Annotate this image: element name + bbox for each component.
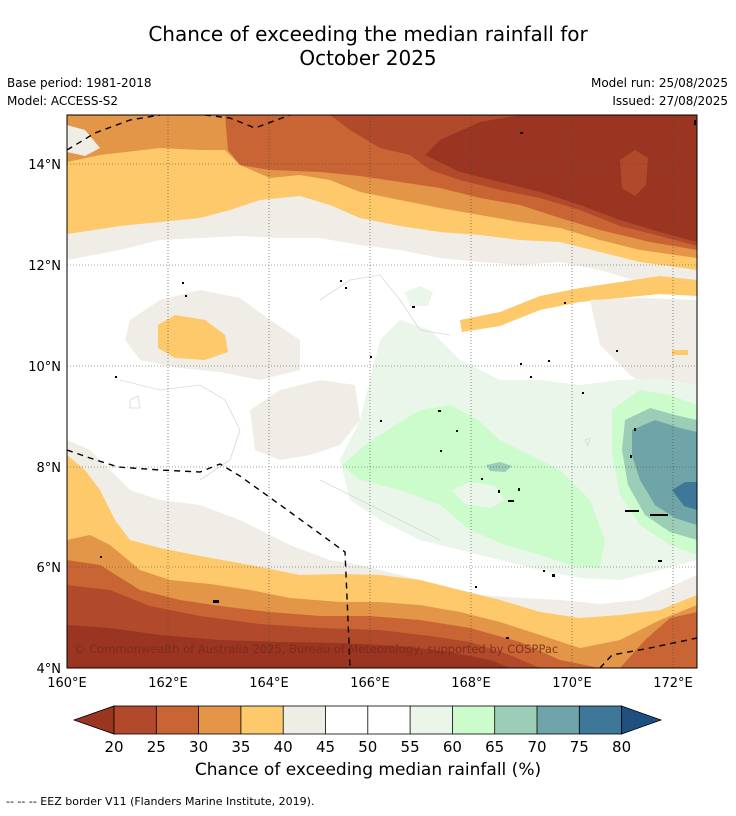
colorbar: 20 25 30 35 40 45 50 55 60 65 70 75 80 bbox=[72, 705, 663, 756]
graticule bbox=[67, 115, 697, 668]
model-name: Model: ACCESS-S2 bbox=[7, 94, 119, 108]
white-hole-in-green bbox=[452, 482, 505, 508]
colorbar-cell-45-50 bbox=[325, 706, 368, 734]
top-band-25-30 bbox=[225, 115, 697, 250]
colorbar-extend-low bbox=[72, 705, 115, 735]
cb-tick-65: 65 bbox=[485, 738, 504, 756]
cb-tick-20: 20 bbox=[104, 738, 123, 756]
lon-tick-labels: 160°E 162°E 164°E 166°E 168°E 170°E 172°… bbox=[47, 676, 693, 691]
bottom-band-20-25 bbox=[67, 585, 540, 668]
top-band-30-35 bbox=[67, 115, 697, 258]
issued-date: Issued: 27/08/2025 bbox=[612, 94, 728, 108]
green-region-65-70 bbox=[622, 408, 697, 540]
top-band-below-20 bbox=[425, 115, 697, 242]
beige-blob-center bbox=[250, 380, 360, 460]
green-spot-65-70 bbox=[486, 462, 512, 472]
lon-tick-168: 168°E bbox=[451, 676, 491, 691]
lat-tick-4: 4°N bbox=[37, 662, 62, 677]
base-period: Base period: 1981-2018 bbox=[7, 76, 152, 90]
colorbar-cell-70-75 bbox=[537, 706, 580, 734]
colorbar-cell-40-45 bbox=[283, 706, 326, 734]
cb-tick-45: 45 bbox=[316, 738, 335, 756]
right-small-orange bbox=[672, 350, 688, 355]
colorbar-cell-20-25 bbox=[114, 706, 157, 734]
cb-tick-80: 80 bbox=[612, 738, 631, 756]
lat-tick-12: 12°N bbox=[28, 259, 61, 274]
lon-tick-160: 160°E bbox=[47, 676, 87, 691]
bottom-band-below-20 bbox=[67, 625, 510, 668]
colorbar-extend-high bbox=[621, 705, 663, 735]
bottom-band-35-40 bbox=[67, 455, 697, 668]
lat-tick-14: 14°N bbox=[28, 158, 61, 173]
top-spot-20-25 bbox=[620, 150, 648, 196]
eez-borders bbox=[67, 115, 697, 668]
colorbar-cell-60-65 bbox=[452, 706, 495, 734]
lon-tick-170: 170°E bbox=[552, 676, 592, 691]
lat-tick-6: 6°N bbox=[37, 561, 62, 576]
map-area: © Commonwealth of Australia 2025, Bureau… bbox=[67, 115, 697, 668]
cb-tick-60: 60 bbox=[443, 738, 462, 756]
colorbar-cell-55-60 bbox=[410, 706, 453, 734]
cb-tick-25: 25 bbox=[147, 738, 166, 756]
cb-tick-50: 50 bbox=[358, 738, 377, 756]
title-line-2: October 2025 bbox=[299, 46, 437, 70]
top-band-20-25 bbox=[330, 115, 697, 246]
meta-right: Model run: 25/08/2025 Issued: 27/08/2025 bbox=[591, 74, 728, 110]
lon-tick-172: 172°E bbox=[653, 676, 693, 691]
eez-footnote: -- -- -- EEZ border V11 (Flanders Marine… bbox=[6, 795, 315, 808]
map-frame bbox=[66, 114, 698, 669]
white-area-contours bbox=[119, 274, 591, 541]
right-tongue-35-40 bbox=[460, 276, 697, 332]
bottom-band-30-35 bbox=[67, 535, 697, 668]
colorbar-label: Chance of exceeding median rainfall (%) bbox=[194, 760, 542, 780]
lat-tick-10: 10°N bbox=[28, 360, 61, 375]
bottom-band-40-45 bbox=[67, 440, 697, 668]
bottom-right-25-30 bbox=[620, 612, 697, 668]
colorbar-cell-30-35 bbox=[198, 706, 241, 734]
cb-tick-75: 75 bbox=[570, 738, 589, 756]
bg-white-region bbox=[67, 115, 697, 668]
colorbar-cell-65-70 bbox=[494, 706, 537, 734]
green-region-55-60 bbox=[340, 320, 697, 580]
lon-tick-164: 164°E bbox=[249, 676, 289, 691]
cb-tick-40: 40 bbox=[274, 738, 293, 756]
lat-tick-labels: 14°N 12°N 10°N 8°N 6°N 4°N bbox=[28, 158, 61, 677]
lon-tick-166: 166°E bbox=[350, 676, 390, 691]
lon-tick-162: 162°E bbox=[148, 676, 188, 691]
blue-region-75-80 bbox=[672, 482, 697, 510]
teal-region-70-75 bbox=[632, 420, 697, 525]
cb-tick-30: 30 bbox=[189, 738, 208, 756]
right-beige-strip bbox=[590, 298, 697, 410]
cb-tick-70: 70 bbox=[527, 738, 546, 756]
beige-blob-west bbox=[125, 290, 300, 380]
green-region-60-65 bbox=[342, 405, 605, 568]
cb-tick-35: 35 bbox=[231, 738, 250, 756]
top-band-35-40 bbox=[67, 115, 697, 270]
bottom-band-25-30 bbox=[67, 560, 600, 668]
colorbar-cell-75-80 bbox=[579, 706, 622, 734]
colorbar-cell-25-30 bbox=[156, 706, 199, 734]
lat-tick-8: 8°N bbox=[37, 461, 62, 476]
cb-tick-55: 55 bbox=[401, 738, 420, 756]
islands bbox=[100, 120, 696, 639]
map-title: Chance of exceeding the median rainfall … bbox=[0, 22, 736, 70]
top-band-40-45 bbox=[67, 115, 697, 290]
green-right-60-65 bbox=[612, 390, 697, 555]
model-run: Model run: 25/08/2025 bbox=[590, 76, 728, 90]
copyright-notice: © Commonwealth of Australia 2025, Bureau… bbox=[74, 642, 558, 656]
title-line-1: Chance of exceeding the median rainfall … bbox=[148, 22, 588, 46]
top-left-white-patch bbox=[67, 125, 100, 156]
meta-left: Base period: 1981-2018 Model: ACCESS-S2 bbox=[7, 74, 152, 110]
orange-blob-west bbox=[158, 315, 228, 360]
colorbar-cell-50-55 bbox=[367, 706, 411, 734]
green-small-patch bbox=[405, 286, 433, 306]
colorbar-ticks: 20 25 30 35 40 45 50 55 60 65 70 75 80 bbox=[104, 738, 631, 756]
colorbar-cell-35-40 bbox=[240, 706, 284, 734]
